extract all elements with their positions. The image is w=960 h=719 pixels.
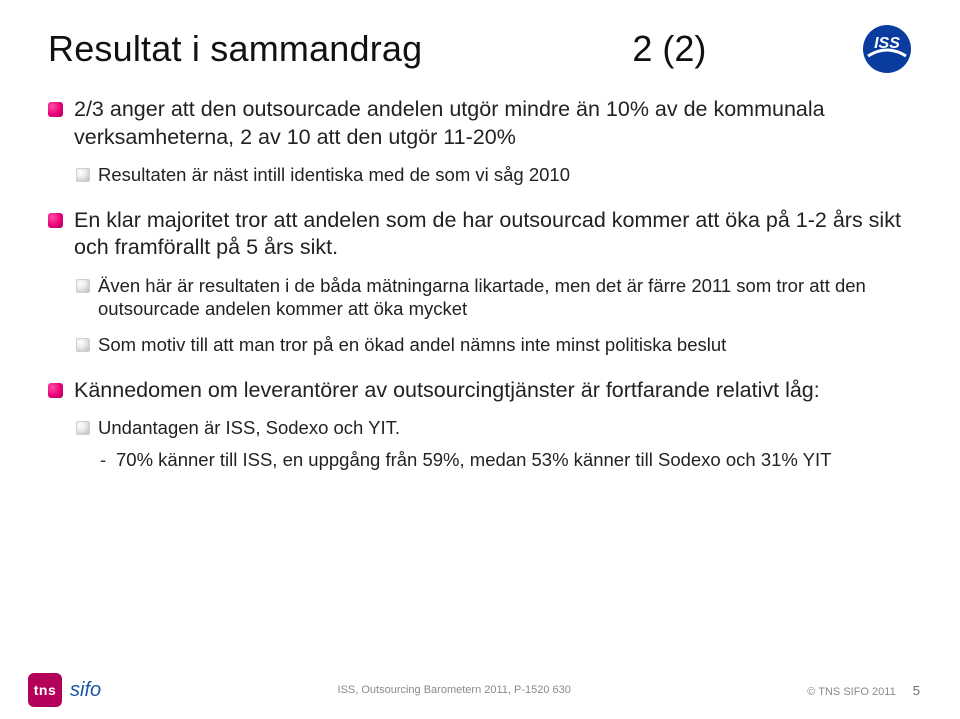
list-item: Undantagen är ISS, Sodexo och YIT. 70% k…: [74, 416, 912, 471]
footer-center-text: ISS, Outsourcing Barometern 2011, P-1520…: [101, 684, 807, 696]
bullet-sublist: Även här är resultaten i de båda mätning…: [74, 274, 912, 357]
footer: tns sifo ISS, Outsourcing Barometern 201…: [0, 669, 960, 719]
footer-copyright: © TNS SIFO 2011: [807, 686, 895, 698]
bullet-text: Även här är resultaten i de båda mätning…: [98, 275, 866, 320]
bullet-list: 2/3 anger att den outsourcade andelen ut…: [48, 96, 912, 472]
tns-box-text: tns: [34, 682, 57, 698]
list-item: Även här är resultaten i de båda mätning…: [74, 274, 912, 321]
list-item: 2/3 anger att den outsourcade andelen ut…: [48, 96, 912, 187]
iss-logo-icon: ISS: [862, 24, 912, 74]
list-item: En klar majoritet tror att andelen som d…: [48, 207, 912, 357]
svg-text:ISS: ISS: [874, 35, 900, 52]
list-item: Som motiv till att man tror på en ökad a…: [74, 333, 912, 357]
page-number: 5: [913, 683, 920, 698]
bullet-text: 2/3 anger att den outsourcade andelen ut…: [74, 97, 825, 149]
footer-right: © TNS SIFO 2011 5: [807, 683, 920, 698]
list-item: Kännedomen om leverantörer av outsourcin…: [48, 377, 912, 472]
title-left: Resultat i sammandrag 2 (2): [48, 28, 706, 70]
list-item: 70% känner till ISS, en uppgång från 59%…: [98, 448, 912, 472]
bullet-text: Undantagen är ISS, Sodexo och YIT.: [98, 417, 400, 438]
tns-sifo-logo-icon: tns sifo: [28, 673, 101, 707]
page-index: 2 (2): [632, 28, 706, 70]
slide: Resultat i sammandrag 2 (2) ISS 2/3 ange…: [0, 0, 960, 719]
list-item: Resultaten är näst intill identiska med …: [74, 163, 912, 187]
bullet-sublist: 70% känner till ISS, en uppgång från 59%…: [98, 448, 912, 472]
bullet-text: Kännedomen om leverantörer av outsourcin…: [74, 378, 820, 402]
tns-word: sifo: [70, 679, 101, 702]
bullet-sublist: Undantagen är ISS, Sodexo och YIT. 70% k…: [74, 416, 912, 471]
page-title: Resultat i sammandrag: [48, 28, 422, 70]
bullet-sublist: Resultaten är näst intill identiska med …: [74, 163, 912, 187]
bullet-text: En klar majoritet tror att andelen som d…: [74, 208, 901, 260]
title-row: Resultat i sammandrag 2 (2) ISS: [48, 28, 912, 74]
bullet-text: 70% känner till ISS, en uppgång från 59%…: [116, 449, 831, 470]
tns-box-icon: tns: [28, 673, 62, 707]
bullet-text: Resultaten är näst intill identiska med …: [98, 164, 570, 185]
bullet-text: Som motiv till att man tror på en ökad a…: [98, 334, 726, 355]
